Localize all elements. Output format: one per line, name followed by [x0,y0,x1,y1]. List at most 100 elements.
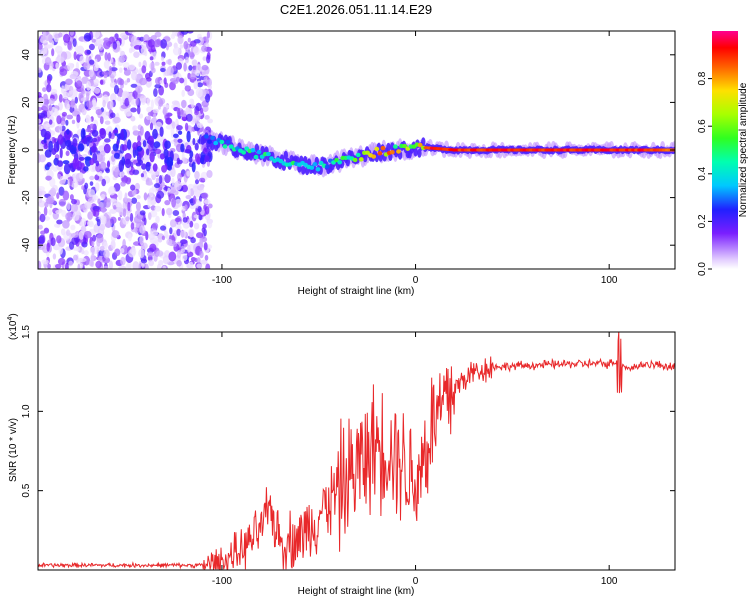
noise-blob [54,108,59,118]
noise-blob [93,65,99,72]
noise-blob [92,31,100,39]
noise-blob [61,85,65,94]
noise-blob [89,59,95,65]
noise-blob [169,160,173,166]
ridge-band [301,165,306,175]
noise-blob [86,100,94,109]
noise-blob [110,240,116,250]
noise-blob [87,221,91,226]
noise-blob [176,249,182,259]
noise-blob [177,107,181,118]
ridge-peak [355,152,361,158]
x-tick-label: 0 [413,275,419,286]
noise-blob [109,81,117,88]
noise-blob [46,242,50,252]
noise-blob [47,195,55,204]
noise-blob [91,85,95,93]
snr-frame [37,331,676,571]
ridge-peak [396,149,401,154]
noise-blob [92,137,98,143]
noise-blob [142,140,147,148]
ridge-peak [250,148,256,153]
noise-blob [59,147,63,159]
noise-blob [170,167,176,178]
noise-blob [187,37,191,43]
noise-blob [150,44,156,53]
noise-blob [192,46,200,56]
noise-blob [181,254,188,261]
noise-blob [79,172,84,180]
noise-blob [161,61,166,66]
noise-blob [120,248,125,254]
noise-blob [193,222,200,230]
noise-blob [192,195,197,205]
noise-blob [172,31,176,37]
noise-blob [58,94,63,103]
noise-blob [169,219,177,228]
noise-blob [95,160,100,167]
noise-blob [174,180,182,191]
noise-blob [56,219,63,225]
noise-blob [168,251,177,262]
noise-blob [68,90,76,98]
noise-blob [146,148,150,156]
noise-blob [101,215,107,225]
noise-blob [58,124,63,133]
noise-blob [109,112,116,118]
noise-blob [72,157,80,170]
ridge-peak [213,140,219,146]
snr-scale-suffix: ) [8,313,19,316]
noise-blob [172,210,180,216]
ridge-peak [309,165,315,170]
noise-blob [84,156,92,161]
noise-blob [204,155,210,163]
noise-blob [104,120,111,125]
noise-blob [199,250,204,259]
noise-blob [192,138,196,146]
noise-blob [144,263,149,269]
noise-blob [85,128,92,133]
noise-blob [191,59,198,66]
ridge-peak [389,150,395,155]
ridge-peak [210,135,216,140]
noise-blob [86,80,91,91]
noise-blob [169,227,173,235]
noise-blob [76,80,83,88]
noise-blob [128,94,132,103]
noise-blob [89,175,95,181]
noise-blob [50,88,58,95]
noise-blob [108,65,112,76]
y-tick-label: 1.5 [21,325,32,339]
noise-blob [102,256,111,264]
noise-blob [98,145,106,152]
noise-blob [39,213,46,223]
noise-blob [124,192,128,203]
noise-blob [146,97,150,106]
noise-blob [183,77,188,87]
noise-blob [80,127,86,140]
noise-blob [113,152,120,159]
noise-blob [81,185,85,190]
noise-blob [135,210,141,215]
noise-blob [171,177,175,186]
noise-blob [67,40,72,50]
noise-blob [38,97,45,106]
noise-blob [180,230,187,238]
noise-blob [202,56,207,61]
noise-blob [95,182,100,192]
noise-blob [128,64,136,70]
noise-blob [118,190,123,201]
noise-blob [89,123,95,129]
noise-blob [45,175,52,181]
ridge-peak [241,150,247,155]
colorbar-label: Normalized spectral amplitude [738,82,749,217]
snr-scale-exponent: 4 [7,317,14,321]
y-tick-label: 1.0 [21,404,32,418]
noise-blob [38,186,45,192]
noise-blob [43,137,47,144]
noise-blob [151,230,158,237]
noise-blob [99,161,107,171]
x-tick-label: 100 [601,576,618,587]
noise-blob [186,251,194,258]
noise-blob [188,261,194,269]
